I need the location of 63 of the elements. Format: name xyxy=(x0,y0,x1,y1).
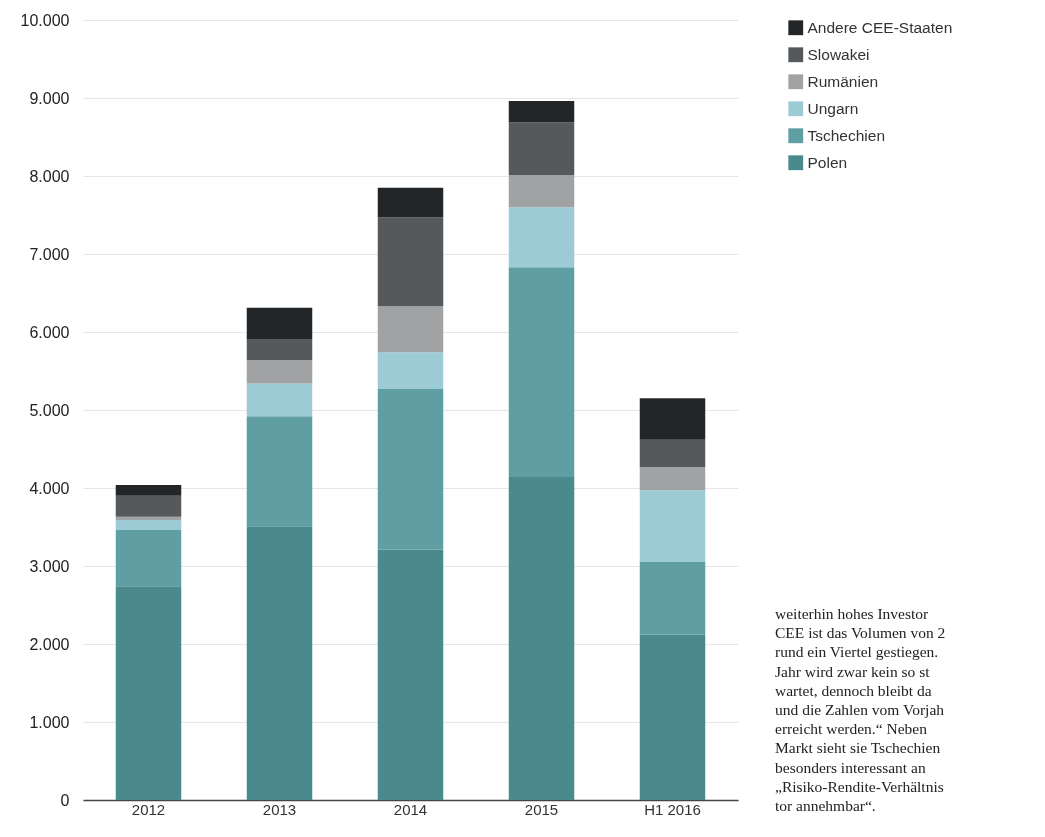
text: Markt sieht sie Tschechien xyxy=(775,738,942,758)
legend-label: Ungarn xyxy=(807,99,859,117)
legend-label: Slowakei xyxy=(807,45,870,63)
bar xyxy=(508,175,575,208)
bar xyxy=(377,187,444,218)
bar xyxy=(639,398,706,440)
text: tor annehmbar“. xyxy=(775,796,877,816)
bar xyxy=(115,516,182,520)
legend-label: Andere CEE-Staaten xyxy=(807,18,953,36)
text: erreicht werden.“ Neben xyxy=(775,719,928,739)
y-tick-label: 7.000 xyxy=(29,245,70,263)
x-tick-label: 2015 xyxy=(524,800,559,818)
x-tick-label: 2013 xyxy=(262,800,297,818)
bar xyxy=(115,495,182,517)
bar xyxy=(377,549,444,800)
text: CEE ist das Volumen von 2 xyxy=(775,623,946,643)
bar xyxy=(377,352,444,389)
bar xyxy=(639,490,706,563)
y-tick-label: 5.000 xyxy=(29,401,70,419)
text: rund ein Viertel gestiegen. xyxy=(775,642,940,662)
bar xyxy=(639,562,706,635)
bar xyxy=(115,586,182,800)
bar xyxy=(246,339,313,361)
bar xyxy=(508,477,575,800)
x-tick-label: H1 2016 xyxy=(644,800,701,818)
bar xyxy=(246,383,313,417)
x-tick-label: 2014 xyxy=(393,800,428,818)
y-tick-label: 0 xyxy=(60,791,70,809)
y-tick-label: 1.000 xyxy=(29,713,70,731)
y-tick-label: 3.000 xyxy=(29,557,70,575)
bar xyxy=(508,122,575,176)
legend-label: Rumänien xyxy=(807,72,879,90)
bar xyxy=(377,388,444,550)
legend-label: Polen xyxy=(807,153,848,171)
text: Jahr wird zwar kein so st xyxy=(775,661,931,681)
bar xyxy=(639,439,706,467)
y-tick-label: 9.000 xyxy=(29,89,70,107)
bar xyxy=(246,360,313,384)
bar xyxy=(115,484,182,496)
text: „Risiko-Rendite-Verhältnis xyxy=(775,776,945,797)
bar xyxy=(508,207,575,268)
y-tick-label: 8.000 xyxy=(29,167,70,185)
y-tick-label: 4.000 xyxy=(29,479,70,497)
bar xyxy=(246,526,313,800)
bar xyxy=(115,519,182,531)
bar xyxy=(115,530,182,587)
text: und die Zahlen vom Vorjah xyxy=(775,700,946,720)
bar xyxy=(639,634,706,800)
x-tick-label: 2012 xyxy=(131,800,166,818)
bar xyxy=(508,101,575,123)
y-tick-label: 10.000 xyxy=(20,11,70,29)
y-tick-label: 2.000 xyxy=(29,635,70,653)
text: weiterhin hohes Investor xyxy=(775,604,930,624)
text: wartet, dennoch bleibt da xyxy=(775,680,933,701)
bar xyxy=(508,267,575,478)
legend-label: Tschechien xyxy=(807,126,886,144)
bar xyxy=(246,416,313,527)
bar xyxy=(639,466,706,491)
y-tick-label: 6.000 xyxy=(29,323,70,341)
bar xyxy=(377,306,444,353)
bar xyxy=(246,307,313,340)
bar xyxy=(377,217,444,307)
text: besonders interessant an xyxy=(775,757,927,777)
